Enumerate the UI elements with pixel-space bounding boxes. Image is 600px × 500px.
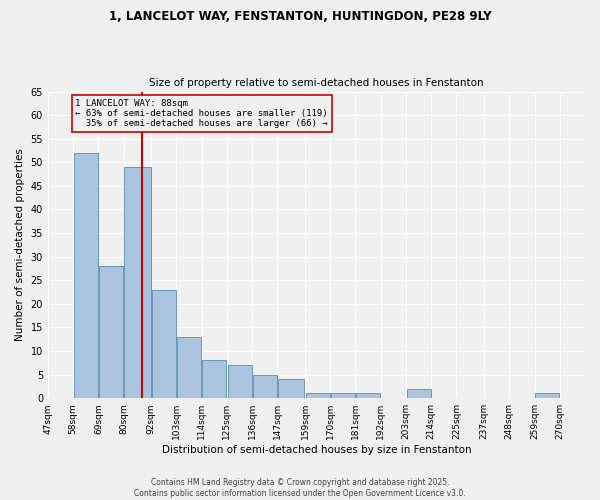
Bar	[331, 394, 355, 398]
Bar	[407, 389, 431, 398]
X-axis label: Distribution of semi-detached houses by size in Fenstanton: Distribution of semi-detached houses by …	[161, 445, 471, 455]
Bar	[99, 266, 123, 398]
Bar	[356, 394, 380, 398]
Bar	[535, 394, 559, 398]
Bar	[278, 380, 304, 398]
Bar	[227, 365, 251, 398]
Text: 1, LANCELOT WAY, FENSTANTON, HUNTINGDON, PE28 9LY: 1, LANCELOT WAY, FENSTANTON, HUNTINGDON,…	[109, 10, 491, 23]
Title: Size of property relative to semi-detached houses in Fenstanton: Size of property relative to semi-detach…	[149, 78, 484, 88]
Bar	[152, 290, 176, 398]
Bar	[124, 167, 151, 398]
Bar	[74, 153, 98, 398]
Bar	[177, 337, 201, 398]
Y-axis label: Number of semi-detached properties: Number of semi-detached properties	[15, 148, 25, 342]
Bar	[253, 374, 277, 398]
Text: Contains HM Land Registry data © Crown copyright and database right 2025.
Contai: Contains HM Land Registry data © Crown c…	[134, 478, 466, 498]
Bar	[202, 360, 226, 398]
Bar	[305, 394, 329, 398]
Text: 1 LANCELOT WAY: 88sqm
← 63% of semi-detached houses are smaller (119)
  35% of s: 1 LANCELOT WAY: 88sqm ← 63% of semi-deta…	[76, 98, 328, 128]
